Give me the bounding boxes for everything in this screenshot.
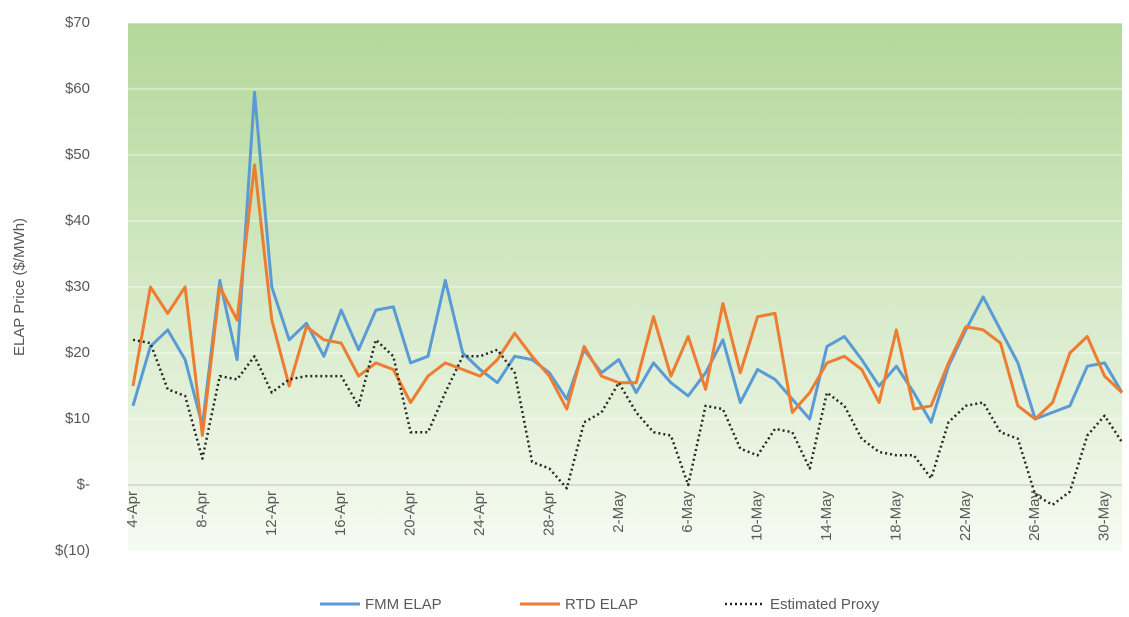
y-tick-label: $30 (65, 278, 90, 295)
x-tick-label: 26-May (1026, 491, 1043, 542)
y-tick-label: $60 (65, 80, 90, 97)
x-tick-label: 4-Apr (124, 491, 141, 528)
x-tick-label: 20-Apr (402, 491, 419, 536)
x-tick-label: 24-Apr (471, 491, 488, 536)
y-tick-label: $40 (65, 212, 90, 229)
y-axis-label: ELAP Price ($/MWh) (11, 218, 28, 356)
y-tick-label: $50 (65, 146, 90, 163)
x-tick-label: 12-Apr (263, 491, 280, 536)
legend-label: FMM ELAP (365, 596, 442, 613)
x-tick-label: 2-May (610, 491, 627, 533)
y-tick-label: $- (77, 476, 90, 493)
y-tick-label: $70 (65, 14, 90, 31)
series-line (132, 338, 1124, 507)
y-tick-label: $10 (65, 410, 90, 427)
y-tick-label: $20 (65, 344, 90, 361)
legend-label: RTD ELAP (565, 596, 638, 613)
y-tick-label: $(10) (55, 542, 90, 559)
legend-label: Estimated Proxy (770, 596, 880, 613)
x-tick-label: 22-May (957, 491, 974, 542)
x-tick-label: 6-May (679, 491, 696, 533)
x-tick-label: 28-Apr (540, 491, 557, 536)
x-tick-label: 10-May (749, 491, 766, 542)
x-tick-label: 16-Apr (332, 491, 349, 536)
x-tick-label: 30-May (1096, 491, 1113, 542)
x-tick-label: 18-May (887, 491, 904, 542)
x-tick-label: 8-Apr (193, 491, 210, 528)
series-line (131, 163, 1124, 437)
x-tick-label: 14-May (818, 491, 835, 542)
